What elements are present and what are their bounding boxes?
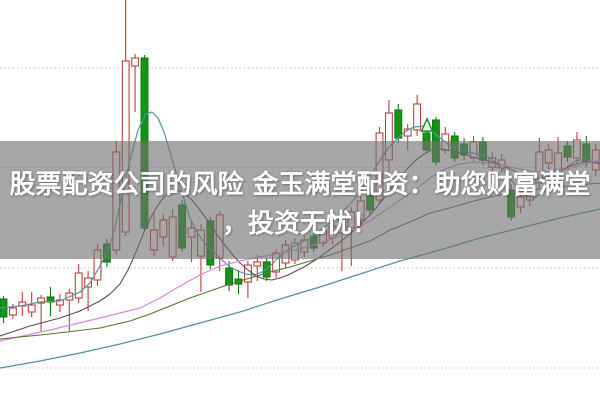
headline-line-1: 股票配资公司的风险 金玉满堂配资：助您财富满堂 [9, 170, 591, 200]
candle-body-up [84, 277, 93, 288]
headline-overlay-band: 股票配资公司的风险 金玉满堂配资：助您财富满堂 ，投资无忧！ [0, 141, 600, 259]
overlay-band-fill [0, 141, 600, 259]
up-arrow-icon [420, 117, 434, 132]
candle-body-up [27, 304, 36, 313]
candle-body-up [253, 261, 262, 267]
candle-body-up [8, 307, 17, 316]
candle-body-up [413, 103, 422, 131]
headline-line-2: ，投资无忧！ [221, 209, 378, 239]
candle-body-up [37, 297, 46, 304]
candle-body-up [131, 57, 140, 67]
candle-body-down [225, 267, 234, 286]
candle-body-up [74, 272, 83, 299]
candle-body-down [394, 109, 403, 139]
candle-body-down [262, 261, 271, 278]
candle-body-up [55, 299, 64, 306]
